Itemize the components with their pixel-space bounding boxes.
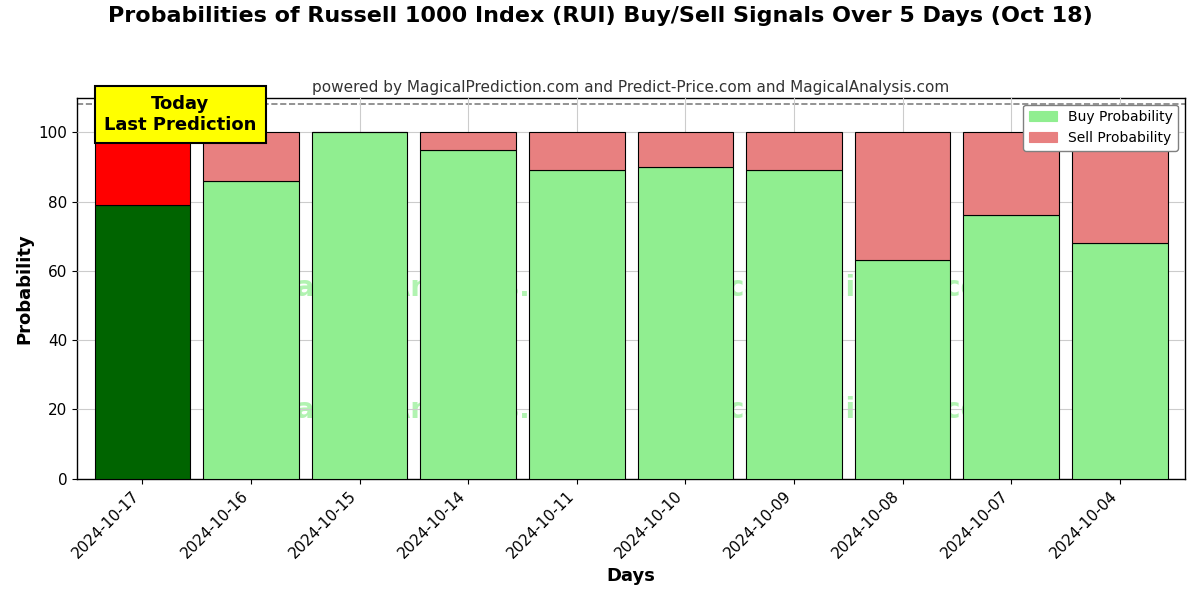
Bar	[420, 132, 516, 149]
Bar	[203, 132, 299, 181]
Bar	[420, 149, 516, 479]
Bar	[854, 132, 950, 260]
Text: MagicalPrediction.com: MagicalPrediction.com	[653, 396, 1009, 424]
Bar	[95, 132, 190, 205]
Text: MagicalAnalysis.com: MagicalAnalysis.com	[269, 396, 595, 424]
Text: Today
Last Prediction: Today Last Prediction	[104, 95, 257, 134]
Bar	[95, 205, 190, 479]
Text: MagicalAnalysis.com: MagicalAnalysis.com	[269, 274, 595, 302]
Title: powered by MagicalPrediction.com and Predict-Price.com and MagicalAnalysis.com: powered by MagicalPrediction.com and Pre…	[312, 80, 949, 95]
Bar	[529, 132, 624, 170]
X-axis label: Days: Days	[607, 567, 655, 585]
Bar	[637, 167, 733, 479]
Y-axis label: Probability: Probability	[14, 233, 32, 344]
Bar	[746, 170, 841, 479]
Bar	[529, 170, 624, 479]
Bar	[746, 132, 841, 170]
Bar	[637, 132, 733, 167]
Bar	[312, 132, 407, 479]
Text: MagicalPrediction.com: MagicalPrediction.com	[653, 274, 1009, 302]
Legend: Buy Probability, Sell Probability: Buy Probability, Sell Probability	[1024, 104, 1178, 151]
Bar	[1072, 243, 1168, 479]
Bar	[964, 215, 1060, 479]
Bar	[854, 260, 950, 479]
Text: Probabilities of Russell 1000 Index (RUI) Buy/Sell Signals Over 5 Days (Oct 18): Probabilities of Russell 1000 Index (RUI…	[108, 6, 1092, 26]
Bar	[964, 132, 1060, 215]
Bar	[203, 181, 299, 479]
Bar	[1072, 132, 1168, 243]
